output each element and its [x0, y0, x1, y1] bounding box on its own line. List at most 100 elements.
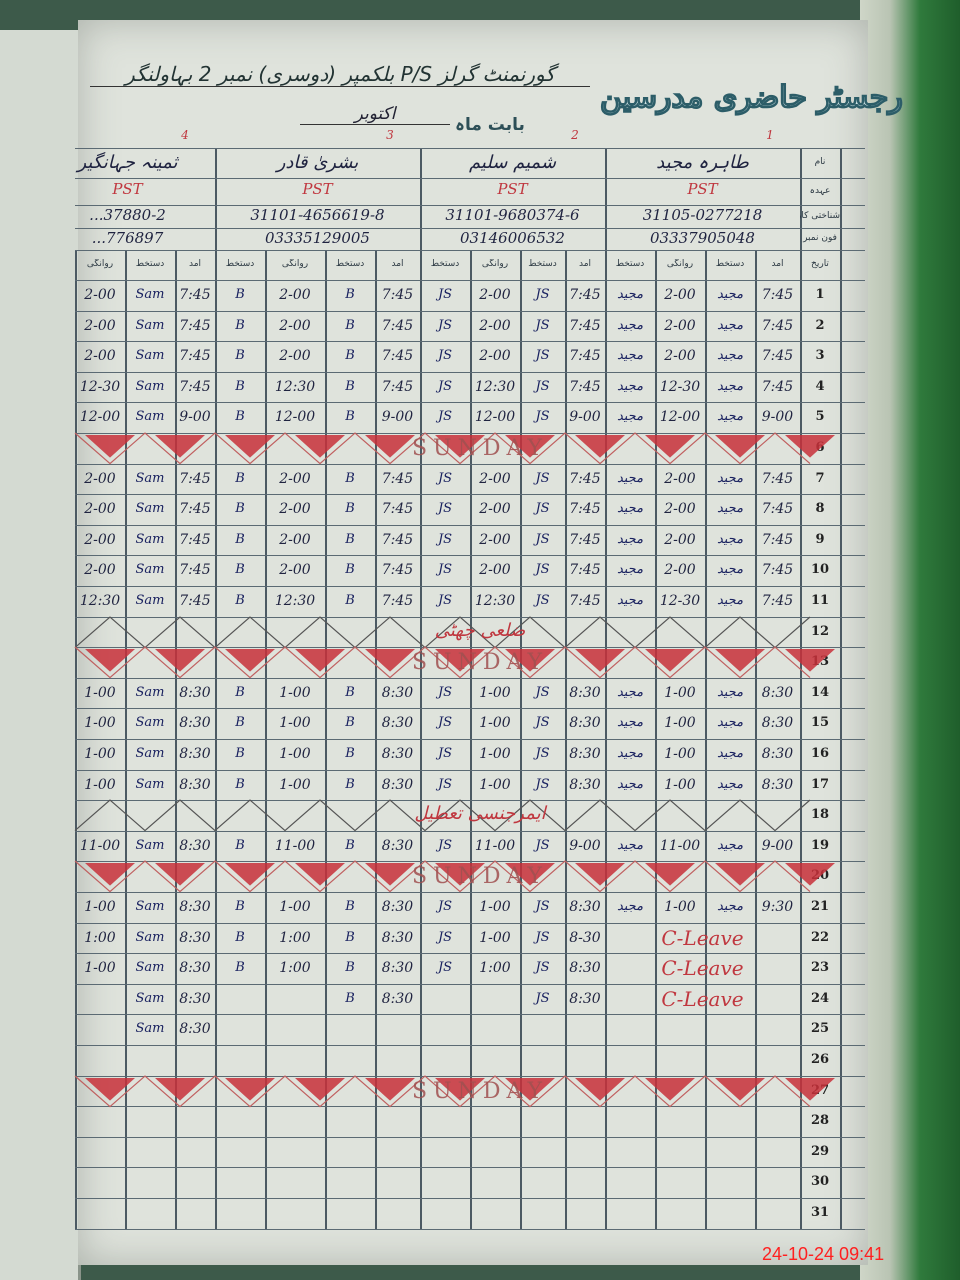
grid-row-line [75, 371, 865, 373]
arrival-signature: B [345, 470, 355, 486]
departure-signature: مجید [616, 378, 644, 394]
zigzag-line [74, 1074, 811, 1107]
red-triangle-mark [85, 649, 135, 672]
arrival-signature: B [345, 501, 355, 517]
arrival-time: 8:30 [179, 990, 211, 1007]
departure-time: 2-00 [279, 348, 311, 365]
arrival-signature: B [345, 409, 355, 425]
arrival-time: 7:45 [381, 501, 414, 518]
grid-row-line [75, 708, 865, 710]
row-label-date: تاریخ [811, 259, 829, 269]
arrival-time: 9-00 [179, 409, 211, 426]
arrival-signature: مجید [716, 501, 744, 517]
arrival-time: 9-00 [569, 837, 601, 854]
departure-time: 2-00 [664, 317, 696, 334]
red-triangle-mark [295, 1077, 345, 1101]
grid-row-line [75, 524, 865, 526]
arrival-signature: JS [535, 531, 550, 547]
departure-signature: JS [437, 409, 453, 425]
red-triangle-mark [85, 435, 135, 458]
departure-signature: JS [437, 837, 453, 853]
arrival-time: 8:30 [179, 899, 211, 915]
arrival-signature: B [345, 562, 355, 578]
arrival-signature: مجید [716, 409, 744, 425]
grid-row-line [75, 739, 865, 740]
departure-time: 2-00 [479, 531, 511, 548]
column-header-signature: دستخط [715, 259, 745, 269]
departure-time: 2-00 [279, 287, 311, 303]
teacher-phone: 03146006532 [460, 229, 565, 247]
day-number: 14 [810, 684, 830, 700]
departure-time: 11-00 [79, 837, 121, 854]
arrival-time: 8:30 [179, 776, 211, 793]
column-header-departure: روانگی [666, 259, 694, 269]
grid-row-line [75, 178, 865, 179]
departure-time: 1-00 [664, 746, 696, 762]
arrival-time: 8:30 [179, 1021, 211, 1038]
teacher-name: بشریٰ قادر [276, 152, 359, 173]
teacher-name: ثمینہ جہانگیر [77, 152, 178, 173]
arrival-time: 8:30 [179, 960, 211, 977]
arrival-time: 7:45 [381, 348, 414, 365]
arrival-time: 7:45 [761, 593, 794, 609]
arrival-time: 9-00 [761, 837, 794, 854]
red-triangle-mark [785, 863, 835, 886]
departure-signature: B [235, 684, 245, 700]
red-triangle-mark [575, 1077, 625, 1101]
day-number: 17 [810, 776, 830, 792]
arrival-time: 7:45 [569, 378, 601, 395]
red-triangle-mark [225, 863, 275, 886]
register-title: رجسٹر حاضری مدرسین [599, 79, 903, 116]
teacher-cnic: 31101-4656619-8 [250, 206, 385, 224]
arrival-time: 7:45 [761, 562, 794, 579]
departure-signature: مجید [616, 593, 644, 608]
grid-row-line [75, 1014, 865, 1016]
grid-row-line [75, 280, 865, 281]
red-triangle-mark [295, 863, 345, 886]
grid-row-line [75, 205, 865, 206]
red-triangle-mark [435, 1077, 485, 1101]
departure-time: 1-00 [664, 715, 696, 732]
arrival-signature: مجید [716, 776, 744, 792]
holiday-label: ضلعی چھٹی [434, 619, 526, 641]
departure-time: 12:30 [274, 593, 316, 609]
departure-time: 1-00 [479, 929, 511, 946]
departure-time: 2-00 [279, 317, 311, 334]
grid-column-line [605, 148, 607, 1229]
arrival-signature: B [345, 960, 355, 976]
arrival-signature: Sam [135, 378, 165, 394]
departure-signature: JS [437, 531, 453, 547]
departure-time: 1-00 [479, 715, 511, 732]
red-triangle-mark [295, 649, 345, 672]
teacher-cnic: 31101-9680374-6 [445, 206, 580, 224]
departure-time: 1-00 [84, 746, 116, 762]
departure-time: 2-00 [664, 470, 696, 487]
arrival-time: 8:30 [569, 776, 601, 793]
arrival-signature: JS [535, 501, 550, 517]
arrival-time: 7:45 [381, 593, 414, 609]
departure-time: 1-00 [84, 776, 116, 793]
red-triangle-mark [645, 1077, 695, 1101]
arrival-time: 9-00 [761, 409, 794, 426]
grid-row-line [75, 148, 865, 149]
teacher-phone: ...776897 [91, 229, 164, 247]
grid-row-line [75, 433, 865, 434]
departure-time: 2-00 [479, 501, 511, 518]
arrival-signature: JS [535, 990, 550, 1006]
red-triangle-mark [155, 435, 205, 458]
zigzag-line [74, 860, 811, 893]
red-triangle-mark [155, 863, 205, 886]
arrival-time: 7:45 [179, 378, 211, 395]
departure-signature: مجید [616, 287, 644, 302]
departure-time: 2-00 [84, 348, 116, 365]
arrival-signature: B [345, 593, 355, 608]
column-header-departure: روانگی [281, 259, 309, 269]
arrival-signature: B [345, 776, 355, 792]
departure-time: 1-00 [664, 899, 696, 915]
arrival-signature: JS [535, 470, 550, 486]
day-number: 12 [810, 623, 830, 639]
red-triangle-mark [785, 649, 835, 672]
departure-time: 2-00 [84, 531, 116, 548]
teacher-name: شمیم سلیم [468, 152, 557, 173]
